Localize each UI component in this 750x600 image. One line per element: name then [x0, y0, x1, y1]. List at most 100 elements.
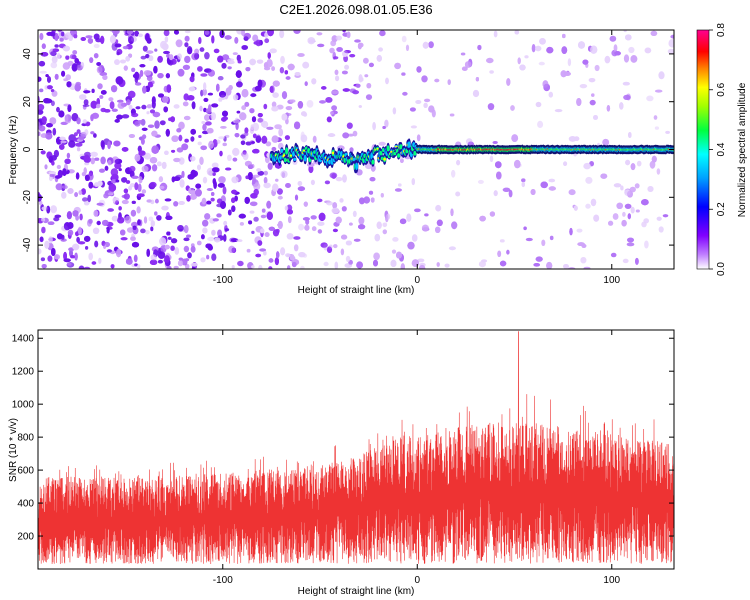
- spectrogram-noise-dot: [74, 252, 78, 261]
- spectrogram-noise-dot: [325, 97, 333, 103]
- spectrogram-noise-dot: [131, 67, 136, 72]
- spectrogram-noise-dot: [237, 260, 244, 267]
- spectrogram-noise-dot: [323, 261, 329, 267]
- spectrogram-noise-dot: [147, 81, 153, 88]
- spectrogram-noise-dot: [614, 51, 621, 56]
- spectrogram-noise-dot: [128, 36, 135, 45]
- spectrogram-noise-dot: [232, 52, 238, 55]
- spectrogram-noise-dot: [402, 91, 408, 96]
- spectrogram-noise-dot: [428, 105, 435, 113]
- spectrogram-noise-dot: [142, 85, 147, 94]
- spectrogram-noise-dot: [349, 147, 354, 153]
- spectrogram-noise-dot: [358, 197, 365, 205]
- spectrogram-noise-dot: [164, 150, 169, 155]
- spectrogram-noise-dot: [72, 210, 79, 217]
- spectrogram-noise-dot: [169, 54, 174, 61]
- spectrogram-noise-dot: [331, 173, 337, 179]
- spectrogram-noise-dot: [303, 201, 308, 207]
- spectrogram-noise-dot: [102, 219, 109, 226]
- spectrogram-noise-dot: [266, 59, 273, 68]
- spectrogram-noise-dot: [93, 53, 99, 59]
- spectrogram-noise-dot: [173, 201, 179, 207]
- spectrogram-noise-dot: [582, 59, 589, 65]
- spectrogram-noise-dot: [271, 105, 279, 112]
- spectrogram-noise-dot: [63, 251, 67, 261]
- spectrogram-noise-dot: [39, 200, 43, 206]
- spectrogram-noise-dot: [217, 55, 224, 63]
- spectrogram-noise-dot: [110, 179, 117, 184]
- colorbar-label: Normalized spectral amplitude: [737, 82, 748, 217]
- spectrogram-noise-dot: [245, 141, 252, 146]
- spectrogram-noise-dot: [252, 174, 260, 178]
- spectrogram-noise-dot: [625, 159, 631, 166]
- spectrogram-noise-dot: [140, 228, 146, 234]
- spectrogram-noise-dot: [239, 112, 247, 121]
- spectrogram-noise-dot: [260, 214, 267, 219]
- spectrogram-noise-dot: [241, 45, 248, 50]
- spectrogram-noise-dot: [219, 91, 226, 98]
- spectrogram-noise-dot: [68, 140, 76, 148]
- spectrogram-noise-dot: [55, 183, 63, 191]
- spectrogram-noise-dot: [200, 73, 208, 77]
- spectrogram-noise-dot: [264, 66, 271, 71]
- spectrogram-noise-dot: [363, 57, 369, 64]
- spectrogram-noise-dot: [224, 228, 230, 232]
- spectrogram-noise-dot: [221, 62, 227, 69]
- spectrogram-noise-dot: [82, 119, 87, 124]
- spectrogram-noise-dot: [525, 237, 533, 242]
- spectrogram-noise-dot: [308, 165, 314, 174]
- spectrogram-noise-dot: [264, 32, 269, 38]
- spectrogram-noise-dot: [205, 243, 212, 249]
- spectrogram-noise-dot: [110, 264, 115, 269]
- spectrogram-noise-dot: [285, 76, 291, 80]
- spectrogram-noise-dot: [475, 77, 479, 82]
- spectrogram-noise-dot: [191, 101, 196, 110]
- spectrogram-noise-dot: [154, 120, 160, 129]
- spectrogram-noise-dot: [114, 119, 120, 123]
- spectrogram-noise-dot: [178, 121, 185, 130]
- spectrogram-noise-dot: [546, 261, 553, 269]
- spectrogram-noise-dot: [247, 164, 254, 169]
- spectrogram-noise-dot: [342, 174, 347, 183]
- spectrogram-noise-dot: [284, 135, 290, 141]
- spectrogram-noise-dot: [50, 31, 56, 37]
- spectrogram-noise-dot: [222, 110, 228, 117]
- spectrogram-noise-dot: [301, 111, 307, 117]
- spectrogram-noise-dot: [436, 262, 440, 267]
- spectrogram-noise-dot: [126, 180, 131, 184]
- spectrogram-noise-dot: [45, 98, 53, 104]
- spectrogram-noise-dot: [146, 50, 154, 54]
- spectrogram-noise-dot: [272, 183, 279, 192]
- spectrogram-noise-dot: [285, 106, 293, 111]
- spectrogram-noise-dot: [120, 229, 126, 236]
- spectrogram-noise-dot: [91, 112, 100, 119]
- spectrogram-noise-dot: [284, 70, 288, 75]
- spectrogram-noise-dot: [47, 76, 51, 83]
- spectrogram-noise-dot: [263, 182, 271, 189]
- spectrogram-noise-dot: [187, 174, 195, 180]
- spectrogram-noise-dot: [358, 216, 365, 225]
- spectrogram-noise-dot: [294, 72, 301, 76]
- spectrogram-noise-dot: [237, 60, 242, 64]
- spectrogram-noise-dot: [201, 121, 205, 124]
- spectrogram-noise-dot: [101, 141, 105, 150]
- spectrogram-noise-dot: [289, 99, 296, 103]
- spectrogram-noise-dot: [249, 58, 256, 66]
- spectrogram-noise-dot: [227, 66, 232, 70]
- spectrogram-noise-dot: [670, 34, 674, 39]
- spectrogram-noise-dot: [207, 92, 213, 96]
- spectrogram-noise-dot: [493, 190, 498, 197]
- spectrogram-noise-dot: [203, 107, 207, 113]
- spectrogram-noise-dot: [245, 175, 249, 180]
- spectrogram-noise-dot: [257, 113, 263, 118]
- spectrogram-noise-dot: [372, 122, 376, 131]
- spectrogram-noise-dot: [416, 66, 422, 73]
- spectrogram-noise-dot: [435, 226, 441, 233]
- spectrogram-noise-dot: [355, 83, 361, 88]
- spectrogram-noise-dot: [141, 189, 147, 194]
- spectrogram-noise-dot: [318, 212, 326, 221]
- spectrogram-noise-dot: [407, 241, 415, 250]
- signal-band-core: [289, 154, 293, 157]
- spectrogram-noise-dot: [48, 171, 56, 175]
- spectrogram-noise-dot: [266, 200, 272, 209]
